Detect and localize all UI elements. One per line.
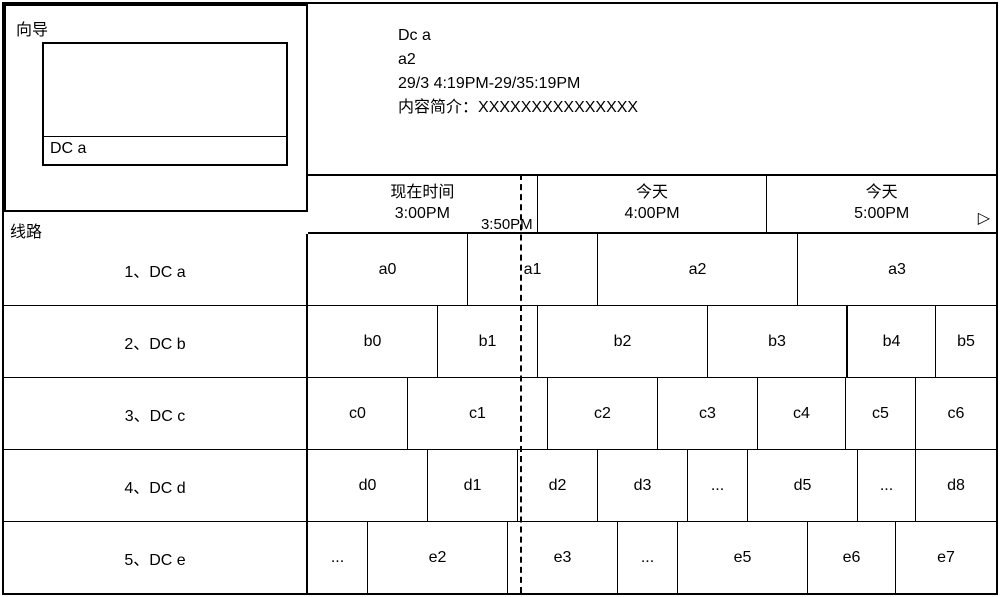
program-cell[interactable]: ... (308, 522, 368, 593)
program-cell[interactable]: e7 (896, 522, 996, 593)
program-cell[interactable]: d0 (308, 450, 428, 521)
program-cell[interactable]: c0 (308, 378, 408, 449)
program-cell[interactable]: c4 (758, 378, 846, 449)
guide-panel: 向导 DC a (4, 4, 308, 212)
channel-row: 4、DC dd0d1d2d3...d5...d8 (4, 449, 996, 521)
time-header-time: 3:00PM (395, 204, 450, 225)
program-cell[interactable]: a0 (308, 234, 468, 305)
channel-cell[interactable]: 1、DC a (4, 234, 308, 305)
time-header-extra: 3:50PM (481, 215, 533, 235)
program-cell[interactable]: e5 (678, 522, 808, 593)
program-cell[interactable]: c2 (548, 378, 658, 449)
synopsis-text: XXXXXXXXXXXXXXX (478, 99, 638, 116)
program-cell[interactable]: a3 (798, 234, 996, 305)
program-cell[interactable]: b3 (708, 306, 848, 377)
program-cell[interactable]: e2 (368, 522, 508, 593)
program-grid: 1、DC aa0a1a2a32、DC bb0b1b2b3b4b53、DC cc0… (4, 234, 996, 593)
program-strip: ...e2e3...e5e6e7 (308, 522, 996, 593)
channel-row: 3、DC cc0c1c2c3c4c5c6 (4, 377, 996, 449)
scroll-right-icon[interactable]: ▷ (978, 209, 990, 230)
program-cell[interactable]: d8 (916, 450, 996, 521)
program-cell[interactable]: c3 (658, 378, 758, 449)
program-cell[interactable]: c5 (846, 378, 916, 449)
program-strip: c0c1c2c3c4c5c6 (308, 378, 996, 449)
program-cell[interactable]: e3 (508, 522, 618, 593)
program-cell[interactable]: ... (688, 450, 748, 521)
program-cell[interactable]: b4 (848, 306, 936, 377)
info-synopsis: 内容简介：XXXXXXXXXXXXXXX (398, 96, 996, 120)
program-cell[interactable]: d3 (598, 450, 688, 521)
program-cell[interactable]: ... (858, 450, 916, 521)
channel-cell[interactable]: 3、DC c (4, 378, 308, 449)
time-header-time: 5:00PM (854, 204, 909, 225)
time-header-col[interactable]: 现在时间3:00PM 3:50PM (308, 176, 537, 232)
channel-cell[interactable]: 4、DC d (4, 450, 308, 521)
time-header-time: 4:00PM (624, 204, 679, 225)
program-cell[interactable]: a1 (468, 234, 598, 305)
time-header-col[interactable]: 今天4:00PM (537, 176, 767, 232)
preview-channel-label: DC a (50, 140, 86, 158)
info-time-range: 29/3 4:19PM-29/35:19PM (398, 72, 996, 96)
program-strip: a0a1a2a3 (308, 234, 996, 305)
channel-cell[interactable]: 2、DC b (4, 306, 308, 377)
epg-page: 向导 DC a Dc a a2 29/3 4:19PM-29/35:19PM 内… (2, 2, 998, 595)
time-header-label: 现在时间 (390, 183, 454, 204)
program-cell[interactable]: d5 (748, 450, 858, 521)
program-cell[interactable]: a2 (598, 234, 798, 305)
program-cell[interactable]: b0 (308, 306, 438, 377)
preview-divider (44, 136, 286, 137)
program-cell[interactable]: b1 (438, 306, 538, 377)
time-header: 现在时间3:00PM3:50PM今天4:00PM今天5:00PM▷ (308, 174, 996, 234)
channel-row: 5、DC e...e2e3...e5e6e7 (4, 521, 996, 593)
info-program: a2 (398, 48, 996, 72)
program-cell[interactable]: b5 (936, 306, 996, 377)
time-header-col[interactable]: 今天5:00PM ▷ (766, 176, 996, 232)
time-header-label: 今天 (866, 183, 898, 204)
program-cell[interactable]: d2 (518, 450, 598, 521)
time-header-label: 今天 (636, 183, 668, 204)
preview-box: DC a (42, 42, 288, 166)
program-strip: d0d1d2d3...d5...d8 (308, 450, 996, 521)
guide-title: 向导 (16, 16, 48, 40)
channel-row: 1、DC aa0a1a2a3 (4, 234, 996, 305)
program-cell[interactable]: b2 (538, 306, 708, 377)
channel-cell[interactable]: 5、DC e (4, 522, 308, 593)
synopsis-label: 内容简介： (398, 99, 478, 116)
program-cell[interactable]: ... (618, 522, 678, 593)
program-cell[interactable]: d1 (428, 450, 518, 521)
program-cell[interactable]: c6 (916, 378, 996, 449)
program-cell[interactable]: c1 (408, 378, 548, 449)
program-cell[interactable]: e6 (808, 522, 896, 593)
info-channel: Dc a (398, 24, 996, 48)
channel-row: 2、DC bb0b1b2b3b4b5 (4, 305, 996, 377)
program-strip: b0b1b2b3b4b5 (308, 306, 996, 377)
